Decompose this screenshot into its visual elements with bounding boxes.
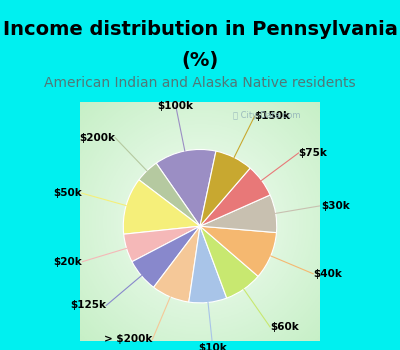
Wedge shape: [200, 195, 277, 233]
Text: $150k: $150k: [254, 111, 290, 121]
Text: $10k: $10k: [198, 343, 227, 350]
Wedge shape: [154, 226, 200, 302]
Wedge shape: [200, 168, 270, 226]
Wedge shape: [156, 149, 216, 226]
Text: American Indian and Alaska Native residents: American Indian and Alaska Native reside…: [44, 76, 356, 90]
Text: $75k: $75k: [298, 148, 328, 158]
Text: $100k: $100k: [158, 101, 194, 111]
Text: > $200k: > $200k: [104, 334, 152, 344]
Text: $30k: $30k: [321, 201, 350, 211]
Wedge shape: [200, 226, 258, 298]
Wedge shape: [200, 226, 276, 276]
Wedge shape: [189, 226, 227, 303]
Text: (%): (%): [181, 51, 219, 70]
Wedge shape: [200, 151, 250, 226]
Wedge shape: [132, 226, 200, 287]
Text: $125k: $125k: [70, 300, 106, 310]
Text: ⓘ City-Data.com: ⓘ City-Data.com: [233, 111, 301, 120]
Wedge shape: [124, 226, 200, 262]
Text: Income distribution in Pennsylvania: Income distribution in Pennsylvania: [2, 20, 398, 38]
Text: $50k: $50k: [53, 188, 82, 198]
Wedge shape: [139, 163, 200, 226]
Wedge shape: [123, 180, 200, 234]
Text: $200k: $200k: [79, 133, 115, 142]
Text: $20k: $20k: [54, 257, 82, 267]
Text: $40k: $40k: [313, 269, 342, 279]
Text: $60k: $60k: [270, 322, 299, 332]
